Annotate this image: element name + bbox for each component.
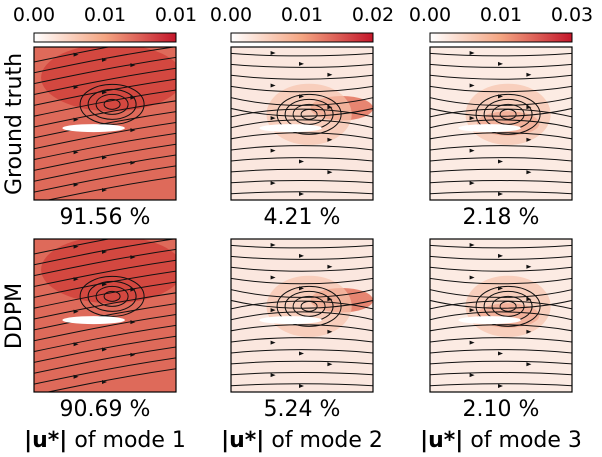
column-label-mode-1: |u*| of mode 1 xyxy=(24,428,186,453)
panel-gt-mode-3 xyxy=(429,46,573,201)
colorbar-2: 0.00 0.01 0.02 xyxy=(210,4,394,43)
colorbar-1-tick-1: 0.01 xyxy=(84,4,126,26)
colorbar-3-tick-0: 0.00 xyxy=(409,4,451,26)
colorbar-3-tick-2: 0.03 xyxy=(551,4,593,26)
panel-ddpm-mode-2 xyxy=(230,238,374,393)
pct-ddpm-mode-2: 5.24 % xyxy=(264,397,341,422)
pct-gt-mode-3: 2.18 % xyxy=(463,205,540,230)
colorbar-1-tick-0: 0.00 xyxy=(13,4,55,26)
colorbar-3: 0.00 0.01 0.03 xyxy=(409,4,593,43)
panel-gt-mode-1 xyxy=(33,46,177,201)
pct-ddpm-mode-3: 2.10 % xyxy=(463,397,540,422)
pct-gt-mode-2: 4.21 % xyxy=(264,205,341,230)
colorbar-2-tick-2: 0.02 xyxy=(352,4,394,26)
panels xyxy=(33,46,573,393)
row-label-ground-truth: Ground truth xyxy=(2,53,27,195)
row-label-ddpm: DDPM xyxy=(2,283,27,349)
colorbar-3-tick-1: 0.01 xyxy=(480,4,522,26)
pct-ddpm-mode-1: 90.69 % xyxy=(60,397,151,422)
colorbar-2-tick-0: 0.00 xyxy=(210,4,252,26)
colorbar-1-tick-2: 0.01 xyxy=(155,4,197,26)
panel-ddpm-mode-1 xyxy=(33,238,177,393)
panel-gt-mode-2 xyxy=(230,46,374,201)
panel-ddpm-mode-3 xyxy=(429,238,573,393)
colorbar-2-tick-1: 0.01 xyxy=(281,4,323,26)
pct-gt-mode-1: 91.56 % xyxy=(60,205,151,230)
column-label-mode-3: |u*| of mode 3 xyxy=(420,428,582,453)
colorbar-1: 0.00 0.01 0.01 xyxy=(13,4,197,43)
column-label-mode-2: |u*| of mode 2 xyxy=(221,428,383,453)
